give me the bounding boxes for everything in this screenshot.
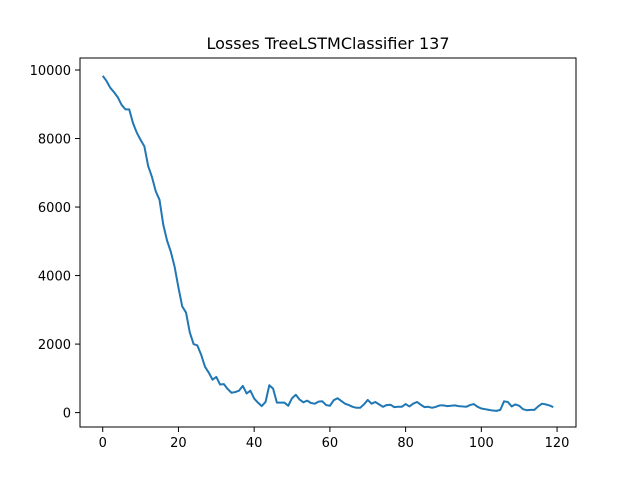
y-tick-label: 2000 bbox=[38, 338, 71, 353]
loss-line bbox=[101, 75, 554, 412]
loss-series-layer bbox=[101, 75, 554, 412]
x-tick-label: 20 bbox=[170, 436, 187, 451]
chart-title: Losses TreeLSTMClassifier 137 bbox=[206, 34, 449, 53]
x-tick-label: 120 bbox=[545, 436, 570, 451]
x-tick-label: 80 bbox=[397, 436, 414, 451]
x-axis: 0 20 40 60 80 100 120 bbox=[99, 427, 570, 451]
y-tick-label: 6000 bbox=[38, 201, 71, 216]
x-tick-label: 0 bbox=[99, 436, 107, 451]
y-axis: 0 2000 4000 6000 8000 10000 bbox=[30, 64, 80, 422]
y-tick-label: 10000 bbox=[30, 64, 71, 79]
x-tick-label: 100 bbox=[469, 436, 494, 451]
x-tick-label: 60 bbox=[322, 436, 339, 451]
y-tick-label: 8000 bbox=[38, 133, 71, 148]
x-tick-label: 40 bbox=[246, 436, 263, 451]
plot-frame bbox=[79, 57, 577, 428]
y-tick-label: 4000 bbox=[38, 270, 71, 285]
y-tick-label: 0 bbox=[63, 407, 71, 422]
